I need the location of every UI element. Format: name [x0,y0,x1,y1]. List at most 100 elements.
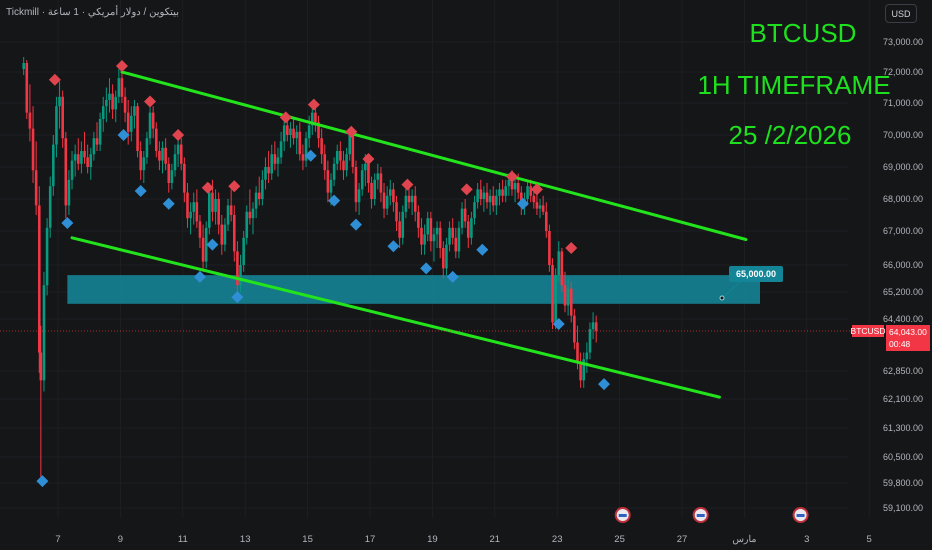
candle-body [373,179,376,199]
y-tick-label: 62,100.00 [883,394,923,404]
swing-low-marker [134,185,147,197]
candle-body [466,221,470,238]
candle-body [529,186,532,196]
candle-body [214,199,217,212]
candle-body [67,179,71,206]
candle-body [279,141,283,158]
candle-body [64,138,68,206]
swing-low-marker [446,270,459,283]
swing-high-marker [279,111,292,124]
candle-body [395,202,398,222]
candle-body [548,231,551,265]
candle-body [591,322,595,330]
candle-body [195,202,199,222]
candle-body [45,227,49,286]
candle-body [566,288,570,306]
swing-low-marker [206,238,219,251]
candle-body [242,237,245,265]
y-tick-label: 61,300.00 [883,423,923,433]
candle-body [22,63,25,69]
candle-body [273,154,277,164]
candle-body [80,151,83,164]
swing-high-marker [201,181,214,194]
candle-body [52,144,55,187]
candle-body [105,99,108,107]
y-tick-label: 71,000.00 [883,98,923,108]
candle-body [257,192,261,199]
swing-high-marker [345,125,358,138]
currency-selector[interactable]: USD [885,4,917,23]
candle-body [254,192,258,209]
candle-body [142,157,146,171]
candle-body [176,144,180,155]
candle-body [569,288,573,316]
marker-layer [36,60,610,488]
y-tick-label: 67,000.00 [883,226,923,236]
swing-high-marker [48,73,61,86]
overlay-date: 25 /2/2026 [728,120,852,150]
swing-high-marker [115,60,128,72]
candle-body [476,189,479,203]
swing-low-marker [476,243,489,256]
symbol-subtitle: بيتكوين / دولار أمريكي · 1 ساعة [47,7,179,18]
candle-body [154,128,158,151]
swing-low-marker [552,318,565,331]
candle-body [148,112,152,139]
candle-body [398,221,401,238]
y-tick-label: 65,200.00 [883,287,923,297]
candle-body [370,183,373,199]
candle-body [39,352,43,381]
candle-body [532,195,536,203]
swing-high-marker [228,180,241,193]
candle-body [404,195,408,212]
candle-body [498,189,501,196]
candle-body [445,244,448,269]
candle-body [264,167,267,180]
candle-body [58,96,61,107]
y-tick-label: 66,000.00 [883,260,923,270]
swing-low-marker [61,217,74,229]
swing-high-marker [530,183,543,196]
candle-body [351,135,355,167]
candle-body [332,163,336,180]
candle-body [364,163,367,171]
candle-body [504,186,508,196]
candle-body [560,251,564,286]
candle-body [130,115,133,132]
swing-low-marker [420,262,433,275]
candle-body [544,211,548,231]
candle-body [161,147,164,161]
x-tick-label: 25 [614,534,625,545]
overlay-symbol: BTCUSD [749,18,857,48]
y-tick-label: 59,100.00 [883,503,923,513]
candle-body [585,352,589,360]
zone-price-label: 65,000.00 [729,266,783,282]
x-tick-label: 19 [427,534,438,545]
candle-body [86,157,89,167]
candle-body [83,151,86,158]
candle-body [442,248,445,269]
zone-layer [67,275,761,304]
candle-body [491,195,495,206]
candle-body [342,160,345,171]
candle-body [407,195,411,203]
candle-body [232,215,236,252]
candle-body [588,329,592,353]
zone-label-anchor [719,295,725,301]
candle-body [454,237,458,252]
y-tick-label: 72,000.00 [883,67,923,77]
candle-body [526,186,529,199]
candle-body [563,285,567,306]
overlay-timeframe: 1H TIMEFRAME [697,70,891,100]
candle-body [120,78,124,97]
x-tick-label: 11 [178,534,188,545]
swing-low-marker [36,475,49,488]
swing-high-marker [362,153,375,165]
x-tick-label: 7 [55,534,60,545]
candle-body [423,234,426,245]
swing-high-marker [460,183,473,196]
candle-body [573,315,576,343]
candle-body [345,154,348,171]
candle-body [507,179,511,187]
x-tick-label: 17 [365,534,376,545]
